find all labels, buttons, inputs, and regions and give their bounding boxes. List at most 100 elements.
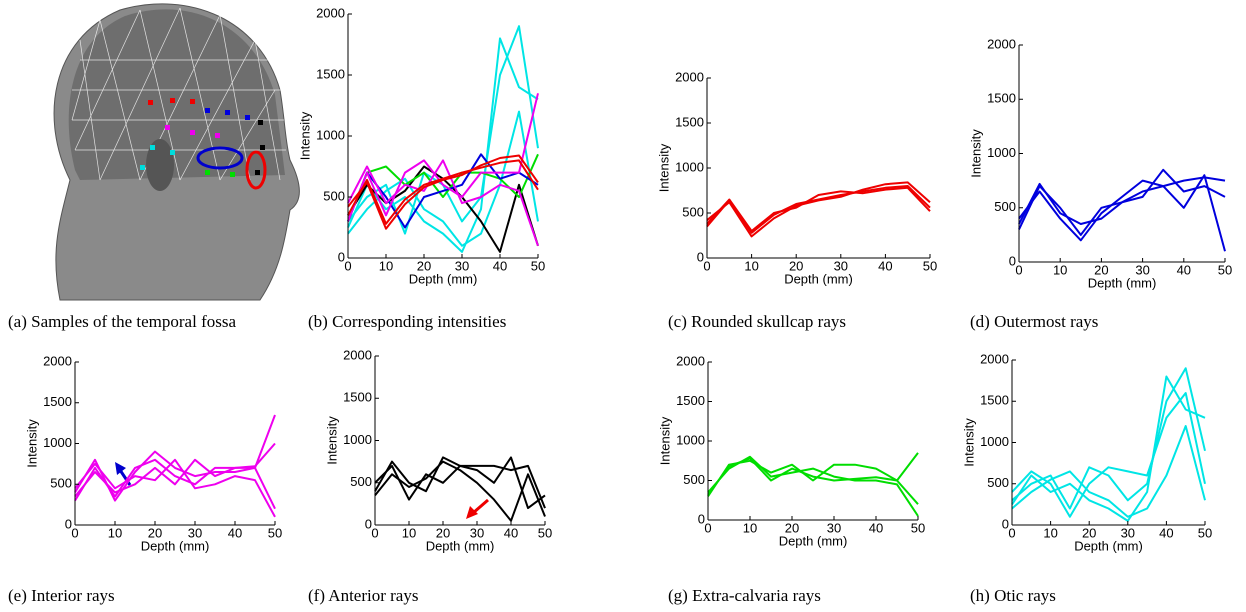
y-tick-label: 2000 — [43, 353, 72, 368]
data-line — [347, 153, 539, 222]
y-tick-label: 0 — [65, 516, 72, 531]
x-tick-label: 40 — [1177, 262, 1191, 277]
x-tick-label: 10 — [379, 258, 393, 273]
data-line — [1018, 176, 1226, 225]
x-tick-label: 0 — [1008, 525, 1015, 540]
y-tick-label: 1500 — [675, 114, 704, 129]
x-tick-label: 50 — [531, 258, 545, 273]
data-line — [347, 159, 539, 225]
y-tick-label: 1500 — [987, 91, 1016, 106]
x-tick-label: 40 — [493, 258, 507, 273]
panel-caption: (e) Interior rays — [8, 586, 115, 605]
x-tick-label: 10 — [402, 525, 416, 540]
x-tick-label: 50 — [1218, 262, 1232, 277]
data-line — [347, 93, 539, 222]
data-line — [74, 442, 276, 498]
y-axis-label: Intensity — [324, 416, 339, 465]
y-tick-label: 1500 — [316, 66, 345, 81]
data-line — [1011, 375, 1206, 522]
x-tick-label: 30 — [455, 258, 469, 273]
data-line — [74, 414, 276, 502]
y-tick-label: 0 — [1002, 516, 1009, 531]
panel-caption: (d) Outermost rays — [970, 312, 1098, 331]
x-tick-label: 20 — [417, 258, 431, 273]
y-tick-label: 0 — [698, 511, 705, 526]
panel-caption: (g) Extra-calvaria rays — [668, 586, 821, 605]
y-tick-label: 500 — [323, 188, 345, 203]
x-tick-label: 20 — [148, 525, 162, 540]
data-line — [347, 159, 539, 247]
x-axis-label: Depth (mm) — [779, 533, 848, 548]
y-tick-label: 500 — [683, 472, 705, 487]
y-tick-label: 1500 — [43, 394, 72, 409]
y-tick-label: 500 — [50, 476, 72, 491]
panel-caption: (f) Anterior rays — [308, 586, 418, 605]
x-tick-label: 0 — [71, 525, 78, 540]
data-line — [347, 154, 539, 230]
y-axis-label: Intensity — [657, 416, 672, 465]
x-axis-label: Depth (mm) — [426, 538, 495, 553]
panel-caption: (b) Corresponding intensities — [308, 312, 506, 331]
data-line — [706, 186, 931, 232]
x-tick-label: 10 — [744, 258, 758, 273]
x-tick-label: 50 — [923, 258, 937, 273]
y-tick-label: 1000 — [980, 434, 1009, 449]
x-tick-label: 30 — [188, 525, 202, 540]
data-line — [1011, 392, 1206, 518]
y-tick-label: 0 — [338, 249, 345, 264]
y-tick-label: 2000 — [675, 69, 704, 84]
sample-dots — [140, 98, 265, 177]
x-tick-label: 30 — [470, 525, 484, 540]
x-tick-label: 30 — [1121, 525, 1135, 540]
y-axis-label: Intensity — [24, 419, 39, 468]
x-tick-label: 40 — [1159, 525, 1173, 540]
x-tick-label: 50 — [268, 525, 282, 540]
x-axis-label: Depth (mm) — [141, 538, 210, 553]
data-line — [74, 458, 276, 518]
panel-caption: (h) Otic rays — [970, 586, 1056, 605]
data-line — [1018, 174, 1226, 252]
x-tick-label: 0 — [344, 258, 351, 273]
y-axis-label: Intensity — [297, 111, 312, 160]
x-tick-label: 30 — [834, 258, 848, 273]
x-tick-label: 10 — [1053, 262, 1067, 277]
x-tick-label: 50 — [1198, 525, 1212, 540]
data-line — [1011, 425, 1206, 518]
x-tick-label: 50 — [538, 525, 552, 540]
y-tick-label: 0 — [697, 249, 704, 264]
arrow-f — [466, 498, 489, 519]
x-tick-label: 30 — [827, 520, 841, 535]
data-line — [374, 460, 546, 522]
y-tick-label: 2000 — [316, 5, 345, 20]
x-tick-label: 20 — [1094, 262, 1108, 277]
y-tick-label: 1000 — [676, 432, 705, 447]
x-tick-label: 40 — [869, 520, 883, 535]
x-tick-label: 40 — [878, 258, 892, 273]
data-line — [707, 452, 919, 497]
data-line — [1011, 367, 1206, 510]
y-tick-label: 500 — [682, 204, 704, 219]
panel-caption: (c) Rounded skullcap rays — [668, 312, 846, 331]
y-tick-label: 2000 — [676, 353, 705, 368]
y-tick-label: 2000 — [987, 36, 1016, 51]
y-tick-label: 2000 — [343, 347, 372, 362]
y-axis-label: Intensity — [968, 129, 983, 178]
y-tick-label: 1000 — [675, 159, 704, 174]
x-tick-label: 0 — [371, 525, 378, 540]
x-tick-label: 0 — [1015, 262, 1022, 277]
data-line — [706, 185, 931, 234]
data-line — [374, 456, 546, 510]
x-tick-label: 30 — [1135, 262, 1149, 277]
y-tick-label: 1000 — [987, 145, 1016, 160]
x-tick-label: 20 — [785, 520, 799, 535]
x-axis-label: Depth (mm) — [1088, 275, 1157, 290]
y-tick-label: 500 — [994, 199, 1016, 214]
x-tick-label: 0 — [704, 520, 711, 535]
x-tick-label: 20 — [436, 525, 450, 540]
y-tick-label: 1500 — [980, 393, 1009, 408]
x-tick-label: 10 — [1043, 525, 1057, 540]
x-tick-label: 50 — [911, 520, 925, 535]
y-axis-label: Intensity — [656, 143, 671, 192]
y-tick-label: 1500 — [343, 390, 372, 405]
